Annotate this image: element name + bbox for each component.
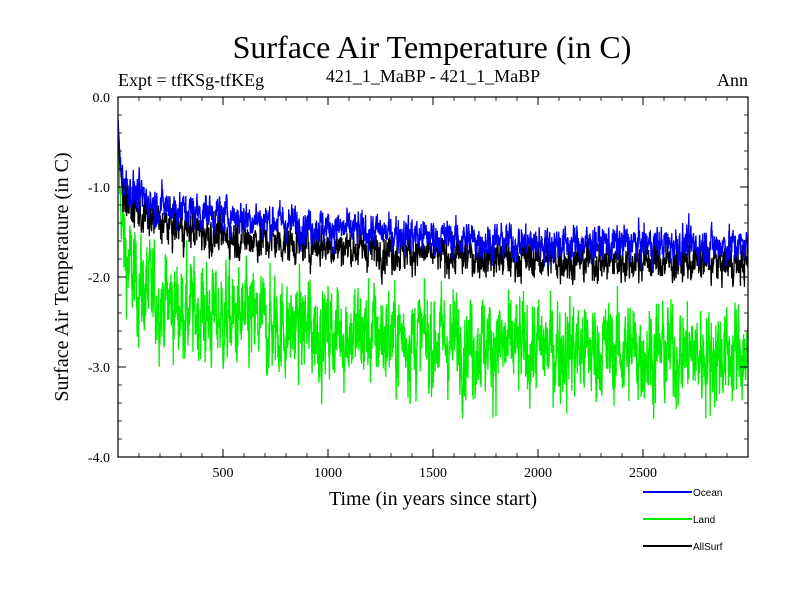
y-tick-label: -4.0 (88, 451, 110, 466)
chart-title: Surface Air Temperature (in C) (233, 29, 632, 65)
x-tick-label: 2500 (629, 466, 657, 481)
run-label: 421_1_MaBP - 421_1_MaBP (326, 66, 540, 86)
y-tick-label: 0.0 (93, 91, 111, 106)
x-tick-label: 500 (213, 466, 234, 481)
ticks-layer: 0.0 -1.0 -2.0 -3.0 -4.0 500 1000 1500 2000 2500 (88, 91, 748, 481)
y-tick-label: -1.0 (88, 181, 110, 196)
plot-frame (117, 96, 749, 458)
series-line-ocean (118, 121, 748, 271)
x-tick-label: 1000 (314, 466, 342, 481)
series-line-land (118, 131, 748, 419)
x-tick-label: 1500 (419, 466, 447, 481)
experiment-label: Expt = tfKSg-tfKEg (118, 70, 264, 90)
x-axis-label: Time (in years since start) (329, 488, 537, 510)
legend-label-land: Land (693, 515, 715, 526)
series-layer (118, 119, 748, 419)
season-label: Ann (717, 70, 748, 90)
legend-label-ocean: Ocean (693, 488, 722, 499)
y-tick-label: -2.0 (88, 271, 110, 286)
legend: Ocean Land AllSurf (643, 488, 723, 553)
legend-label-allsurf: AllSurf (693, 542, 723, 553)
y-tick-label: -3.0 (88, 361, 110, 376)
y-axis-label: Surface Air Temperature (in C) (51, 152, 73, 401)
series-line-allsurf (118, 119, 748, 288)
x-tick-label: 2000 (524, 466, 552, 481)
